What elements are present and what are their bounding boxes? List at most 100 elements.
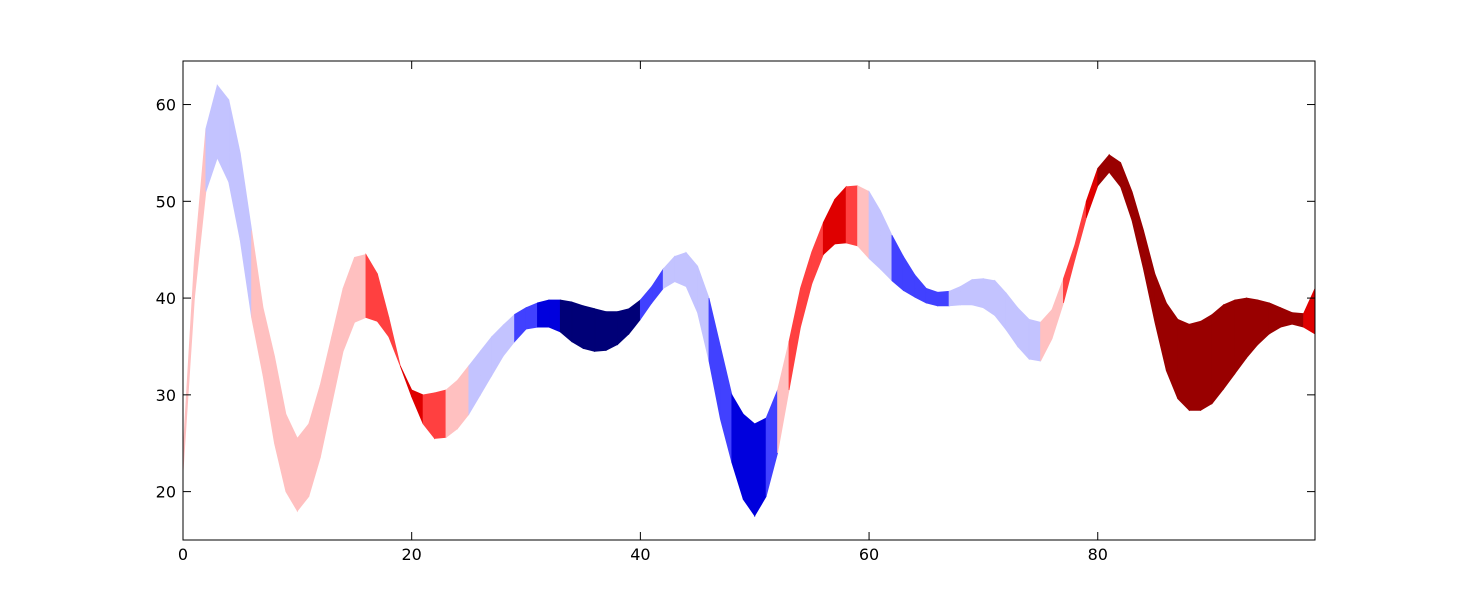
band-segment [457,364,470,430]
band-segment [1017,306,1030,361]
band-segment [1120,162,1133,221]
band-segment [742,413,756,518]
band-segment [822,199,836,256]
band-segment [1085,168,1099,218]
band-segment [1165,301,1179,399]
band-segment [720,346,733,463]
band-segment [308,385,321,497]
band-segment [1108,154,1122,188]
band-segment [216,84,230,183]
band-segment [296,422,310,513]
band-segment [1211,303,1224,405]
band-segment [948,285,961,307]
band-segment [1063,244,1076,304]
band-segment [605,311,618,351]
band-segment [1051,278,1064,339]
band-segment [228,99,241,241]
band-segment [983,278,996,317]
band-segment [617,308,630,346]
band-segment [514,307,527,343]
band-segment [708,297,721,420]
band-segment [1200,313,1213,412]
band-segment [1143,230,1156,323]
band-segment [925,287,939,307]
band-segment [1303,288,1316,335]
band-segment [1268,302,1282,335]
band-segment [685,251,698,313]
band-segment [1223,299,1236,391]
x-tick-label: 0 [178,545,188,564]
band-segment [1074,201,1087,260]
band-segment [628,299,641,336]
band-segment [971,278,984,309]
y-tick-label: 60 [156,96,176,115]
band-segment [331,288,344,405]
band-segment [777,341,790,453]
axis-ticks [182,61,1315,540]
band-segment [354,254,367,323]
band-segment [205,85,218,192]
band-segment [697,266,710,362]
band-segment [1188,320,1202,411]
band-segment [937,290,950,307]
x-tick-label: 60 [859,545,879,564]
band-segment [1234,297,1247,375]
band-segment [342,257,355,352]
band-segment [880,210,893,282]
band-segment [525,302,538,330]
band-segment [537,299,550,328]
tick-labels: 0 20 40 60 80 20 30 40 50 60 [156,96,1108,564]
band-segment [262,307,275,444]
band-segment [868,190,881,270]
band-segment [239,152,253,318]
band-segment [788,288,801,391]
band-segment [1097,153,1110,187]
band-segment [662,255,676,290]
band-segment [422,392,435,440]
band-segment [834,185,847,245]
plot-frame [182,60,1316,541]
band-segment [548,299,561,333]
band-segment [194,128,207,299]
y-tick-label: 50 [156,192,176,211]
band-segment [1280,307,1293,328]
x-tick-label: 20 [402,545,422,564]
band-segment [1028,318,1041,362]
band-segment [468,350,481,416]
band-segment [182,259,195,473]
band-segment [411,389,424,425]
band-segment [891,234,904,292]
band-segment [1257,299,1270,346]
band-segment [1040,308,1053,362]
y-tick-label: 30 [156,386,176,405]
band-segment [388,317,401,366]
band-segment [902,255,916,298]
band-segment [765,389,778,497]
band-segment [1131,191,1144,270]
band-segment [994,279,1007,332]
band-segment [491,324,504,377]
band-segment [800,251,813,328]
band-segment [754,417,767,518]
y-tick-label: 40 [156,289,176,308]
y-tick-label: 20 [156,483,176,502]
band-segment [594,308,607,352]
x-tick-label: 80 [1088,545,1108,564]
band-segment [399,365,413,397]
band-segment [731,393,744,500]
band-segment [502,313,515,358]
band-segment [845,185,859,247]
band-segment [857,185,870,260]
band-segment [319,336,333,458]
band-segment [651,267,664,305]
band-segments [182,84,1316,518]
band-segment [479,335,493,397]
band-segment [285,414,298,513]
band-segment [639,285,653,321]
band-segment [582,305,596,352]
band-segment [365,253,378,322]
band-segment [445,379,458,439]
band-segment [674,252,687,288]
band-segment [1005,292,1019,348]
